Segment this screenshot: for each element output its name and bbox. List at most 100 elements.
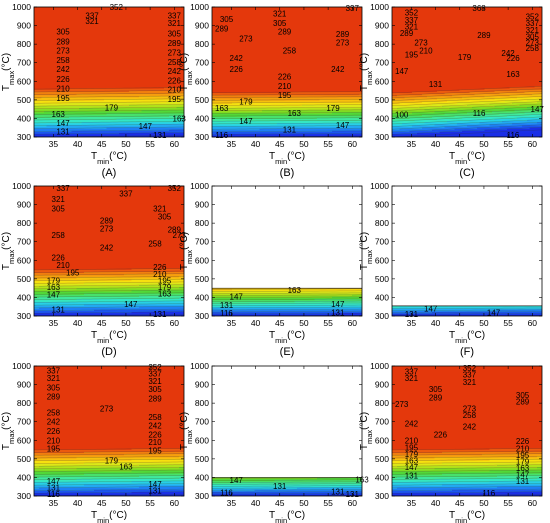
- contour-cell: [121, 127, 125, 129]
- contour-cell: [114, 63, 117, 65]
- contour-cell: [66, 119, 70, 122]
- contour-cell: [91, 9, 95, 11]
- contour-cell: [126, 13, 130, 15]
- contour-cell: [51, 105, 55, 108]
- contour-cell: [34, 52, 37, 54]
- contour-cell: [39, 92, 42, 95]
- contour-cell: [119, 38, 122, 40]
- contour-cell: [39, 72, 42, 74]
- contour-cell: [81, 38, 85, 40]
- contour-cell: [69, 115, 72, 117]
- contour-cell: [56, 61, 60, 63]
- contour-cell: [54, 111, 57, 113]
- contour-cell: [106, 57, 110, 60]
- contour-cell: [89, 28, 92, 31]
- contour-cell: [121, 66, 125, 69]
- contour-cell: [49, 134, 52, 137]
- contour-cell: [121, 76, 125, 78]
- contour-cell: [134, 57, 137, 60]
- contour-cell: [111, 37, 115, 39]
- contour-cell: [91, 96, 95, 99]
- contour-cell: [51, 85, 55, 87]
- contour-cell: [84, 72, 87, 74]
- contour-cell: [101, 74, 105, 76]
- contour-cell: [34, 112, 37, 114]
- contour-cell: [96, 57, 100, 60]
- contour-cell: [46, 113, 50, 115]
- contour-cell: [49, 100, 52, 102]
- contour-cell: [54, 14, 57, 17]
- contour-cell: [129, 105, 132, 108]
- contour-cell: [124, 125, 127, 127]
- contour-cell: [101, 102, 105, 104]
- contour-cell: [86, 98, 90, 100]
- contour-cell: [69, 116, 72, 118]
- contour-cell: [49, 73, 52, 75]
- contour-cell: [86, 73, 90, 75]
- contour-cell: [79, 119, 82, 122]
- contour-cell: [56, 106, 60, 109]
- contour-cell: [114, 43, 117, 46]
- contour-cell: [41, 103, 45, 105]
- contour-cell: [51, 35, 55, 37]
- contour-cell: [59, 8, 62, 10]
- contour-cell: [94, 102, 97, 104]
- contour-cell: [59, 43, 62, 46]
- contour-cell: [74, 126, 77, 128]
- contour-cell: [114, 17, 117, 20]
- contour-cell: [76, 85, 80, 87]
- contour-cell: [44, 95, 47, 98]
- contour-cell: [99, 69, 102, 72]
- contour-cell: [66, 56, 70, 59]
- contour-cell: [56, 90, 60, 92]
- contour-cell: [34, 27, 37, 30]
- contour-cell: [69, 8, 72, 10]
- contour-cell: [106, 78, 110, 80]
- contour-cell: [36, 128, 40, 130]
- contour-cell: [109, 94, 112, 97]
- contour-cell: [59, 114, 62, 116]
- contour-cell: [86, 51, 90, 53]
- contour-cell: [121, 69, 125, 72]
- contour-cell: [61, 120, 65, 123]
- contour-cell: [64, 25, 67, 27]
- contour-cell: [41, 65, 45, 67]
- contour-cell: [61, 14, 65, 17]
- contour-cell: [39, 40, 42, 43]
- contour-cell: [64, 122, 67, 125]
- contour-cell: [74, 93, 77, 96]
- contour-cell: [64, 73, 67, 75]
- contour-cell: [74, 43, 77, 46]
- contour-cell: [81, 116, 85, 118]
- contour-cell: [126, 107, 130, 110]
- contour-cell: [44, 62, 47, 64]
- contour-cell: [84, 90, 87, 92]
- contour-cell: [74, 18, 77, 21]
- contour-cell: [56, 135, 60, 137]
- contour-cell: [106, 129, 110, 131]
- contour-cell: [111, 114, 115, 116]
- contour-cell: [41, 66, 45, 69]
- contour-cell: [34, 48, 37, 50]
- contour-cell: [84, 119, 87, 122]
- contour-cell: [86, 65, 90, 67]
- contour-cell: [136, 86, 140, 88]
- contour-cell: [121, 78, 125, 80]
- contour-cell: [136, 63, 140, 65]
- contour-cell: [61, 52, 65, 54]
- contour-cell: [126, 8, 130, 10]
- contour-cell: [79, 93, 82, 96]
- contour-cell: [91, 107, 95, 110]
- contour-cell: [79, 20, 82, 22]
- contour-cell: [101, 21, 105, 23]
- contour-cell: [34, 63, 37, 65]
- contour-cell: [91, 33, 95, 35]
- contour-cell: [54, 79, 57, 82]
- contour-cell: [131, 42, 135, 45]
- contour-cell: [54, 67, 57, 70]
- contour-cell: [51, 117, 55, 119]
- contour-cell: [119, 26, 122, 28]
- contour-cell: [106, 83, 110, 86]
- contour-cell: [129, 102, 132, 104]
- contour-cell: [81, 66, 85, 69]
